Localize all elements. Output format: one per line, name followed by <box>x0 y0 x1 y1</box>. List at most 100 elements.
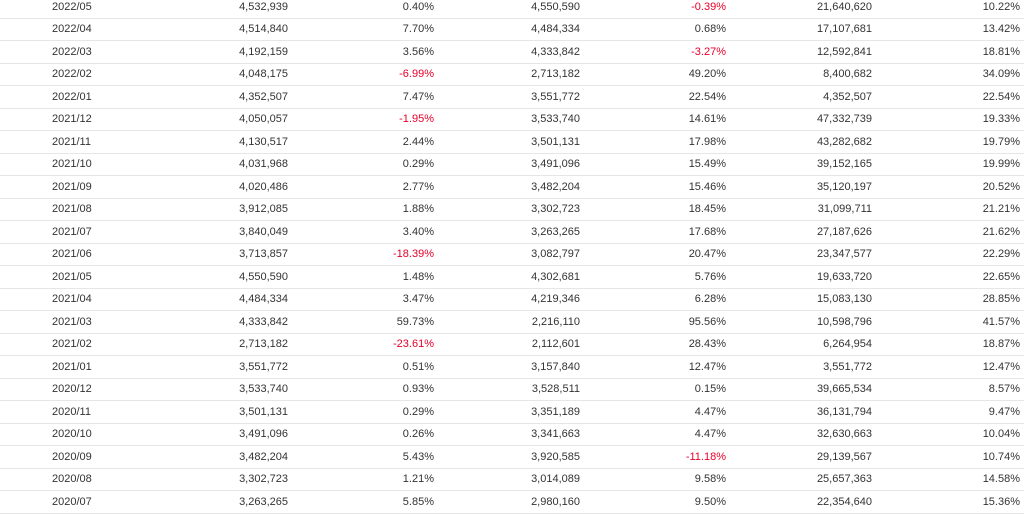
table-cell: -6.99% <box>399 68 434 81</box>
table-cell: 2021/12 <box>52 113 92 126</box>
table-cell: 3.40% <box>402 225 434 238</box>
table-cell: 19,633,720 <box>816 270 872 283</box>
table-cell: 23,347,577 <box>816 248 872 261</box>
table-cell: 10.22% <box>982 0 1020 13</box>
table-cell: 4,514,840 <box>239 23 288 36</box>
table-cell: 31,099,711 <box>817 203 872 216</box>
table-cell: 3,351,189 <box>531 405 580 418</box>
table-cell: -0.39% <box>691 0 726 13</box>
table-cell: 0.68% <box>694 23 726 36</box>
table-row: 2021/09 4,020,486 2.77% 3,482,204 15.46% 35,1… <box>0 176 1024 199</box>
table-cell: -1.95% <box>399 113 434 126</box>
table-cell: 28.85% <box>982 293 1020 306</box>
table-cell: 6,264,954 <box>823 338 872 351</box>
table-cell: 2020/09 <box>52 450 92 463</box>
table-cell: 59.73% <box>396 315 434 328</box>
table-cell: 12.47% <box>982 360 1020 373</box>
table-cell: 4,484,334 <box>239 293 288 306</box>
table-cell: 10,598,796 <box>816 315 872 328</box>
table-cell: 9.58% <box>694 473 726 486</box>
table-cell: 4,192,159 <box>239 45 288 58</box>
table-cell: 3,713,857 <box>239 248 288 261</box>
table-cell: 2020/07 <box>52 495 92 508</box>
table-cell: 3,263,265 <box>239 495 288 508</box>
table-row: 2021/12 4,050,057 -1.95% 3,533,740 14.61% 47,… <box>0 109 1024 131</box>
table-cell: 2021/01 <box>52 360 92 373</box>
table-cell: -18.39% <box>393 248 434 261</box>
table-cell: 2,112,601 <box>531 338 580 351</box>
table-cell: 2021/07 <box>52 225 92 238</box>
table-row: 2021/05 4,550,590 1.48% 4,302,681 5.76% 19,63… <box>0 266 1024 289</box>
table-cell: 22,354,640 <box>816 495 872 508</box>
table-cell: 9.50% <box>694 495 726 508</box>
table-cell: 3,482,204 <box>531 180 580 193</box>
table-cell: 7.70% <box>402 23 434 36</box>
table-cell: 14.61% <box>688 113 726 126</box>
table-cell: 10.04% <box>982 428 1020 441</box>
table-cell: 3,302,723 <box>531 203 580 216</box>
table-cell: 4,484,334 <box>531 23 580 36</box>
table-cell: 47,332,739 <box>816 113 872 126</box>
table-cell: 28.43% <box>688 338 726 351</box>
table-cell: 4,352,507 <box>823 90 872 103</box>
table-cell: 18.45% <box>688 203 726 216</box>
table-cell: 2020/10 <box>52 428 92 441</box>
table-cell: 0.26% <box>402 428 434 441</box>
table-cell: 25,657,363 <box>816 473 872 486</box>
table-cell: 21.21% <box>982 203 1020 216</box>
table-cell: 7.47% <box>402 90 434 103</box>
table-cell: 22.54% <box>982 90 1020 103</box>
table-cell: 22.29% <box>982 248 1020 261</box>
table-row: 2020/10 3,491,096 0.26% 3,341,663 4.47% 32,63… <box>0 424 1024 446</box>
table-cell: 15.46% <box>688 180 726 193</box>
table-cell: 3,491,096 <box>531 158 580 171</box>
table-cell: 3,533,740 <box>239 383 288 396</box>
table-cell: 3,341,663 <box>531 428 580 441</box>
table-cell: 2022/04 <box>52 23 92 36</box>
table-cell: -11.18% <box>685 450 726 463</box>
table-row: 2021/06 3,713,857 -18.39% 3,082,797 20.47% 23… <box>0 244 1024 266</box>
table-cell: 3,157,840 <box>531 360 580 373</box>
table-cell: -3.27% <box>691 45 726 58</box>
table-cell: 1.21% <box>402 473 434 486</box>
table-cell: 3,920,585 <box>531 450 580 463</box>
table-cell: 17.98% <box>688 135 726 148</box>
table-cell: 15.36% <box>982 495 1020 508</box>
table-cell: 2021/06 <box>52 248 92 261</box>
table-cell: 2021/03 <box>52 315 92 328</box>
table-row: 2021/01 3,551,772 0.51% 3,157,840 12.47% 3,55… <box>0 356 1024 379</box>
table-cell: 3,551,772 <box>239 360 288 373</box>
table-row: 2021/03 4,333,842 59.73% 2,216,110 95.56% 10,… <box>0 311 1024 334</box>
table-cell: 2022/02 <box>52 68 92 81</box>
table-row: 2021/08 3,912,085 1.88% 3,302,723 18.45% 31,0… <box>0 199 1024 221</box>
table-cell: 0.29% <box>402 158 434 171</box>
table-cell: 2020/08 <box>52 473 92 486</box>
table-cell: 12,592,841 <box>816 45 872 58</box>
table-row: 2020/09 3,482,204 5.43% 3,920,585 -11.18% 29,… <box>0 446 1024 469</box>
table-cell: 3,528,511 <box>531 383 580 396</box>
table-cell: 39,665,534 <box>816 383 872 396</box>
table-cell: 3,014,089 <box>531 473 580 486</box>
table-cell: -23.61% <box>393 338 434 351</box>
table-cell: 4,020,486 <box>239 180 288 193</box>
table-cell: 8,400,682 <box>823 68 872 81</box>
table-cell: 13.42% <box>982 23 1020 36</box>
table-cell: 10.74% <box>982 450 1020 463</box>
table-cell: 18.81% <box>982 45 1020 58</box>
table-cell: 4,352,507 <box>239 90 288 103</box>
table-cell: 2,713,182 <box>531 68 580 81</box>
table-cell: 14.58% <box>982 473 1020 486</box>
table-cell: 4,550,590 <box>531 0 580 13</box>
table-cell: 2021/02 <box>52 338 92 351</box>
table-cell: 19.99% <box>982 158 1020 171</box>
table-cell: 18.87% <box>982 338 1020 351</box>
table-cell: 2,713,182 <box>239 338 288 351</box>
table-cell: 5.76% <box>694 270 726 283</box>
table-cell: 3.47% <box>402 293 434 306</box>
table-cell: 3,501,131 <box>239 405 288 418</box>
table-cell: 0.40% <box>402 0 434 13</box>
table-cell: 2.44% <box>402 135 434 148</box>
table-cell: 2022/03 <box>52 45 92 58</box>
table-cell: 19.79% <box>982 135 1020 148</box>
